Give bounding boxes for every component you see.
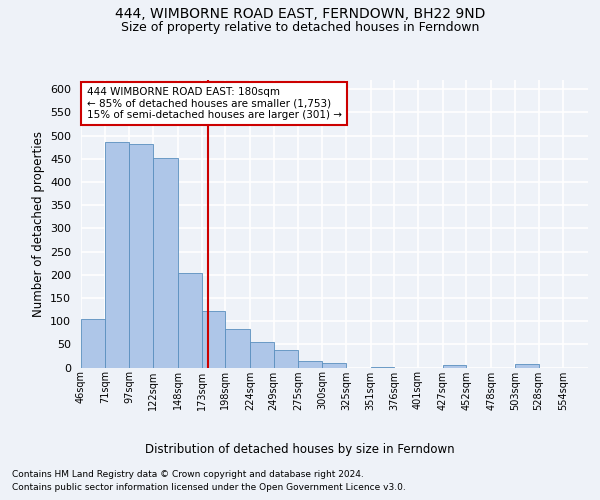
Bar (443, 365, 466, 368)
Bar (178, 274, 202, 368)
Bar (274, 350, 298, 368)
Text: Contains public sector information licensed under the Open Government Licence v3: Contains public sector information licen… (12, 482, 406, 492)
Bar (81, 319, 105, 368)
Bar (515, 364, 539, 368)
Text: Contains HM Land Registry data © Crown copyright and database right 2024.: Contains HM Land Registry data © Crown c… (12, 470, 364, 479)
Bar (322, 363, 346, 368)
Bar (105, 142, 130, 368)
Text: 444 WIMBORNE ROAD EAST: 180sqm
← 85% of detached houses are smaller (1,753)
15% : 444 WIMBORNE ROAD EAST: 180sqm ← 85% of … (86, 87, 341, 120)
Text: Size of property relative to detached houses in Ferndown: Size of property relative to detached ho… (121, 21, 479, 34)
Bar (226, 330, 250, 368)
Bar (250, 342, 274, 367)
Bar (298, 360, 322, 368)
Bar (371, 366, 394, 368)
Bar (130, 144, 153, 368)
Text: 444, WIMBORNE ROAD EAST, FERNDOWN, BH22 9ND: 444, WIMBORNE ROAD EAST, FERNDOWN, BH22 … (115, 8, 485, 22)
Text: Distribution of detached houses by size in Ferndown: Distribution of detached houses by size … (145, 442, 455, 456)
Bar (153, 158, 178, 368)
Y-axis label: Number of detached properties: Number of detached properties (32, 130, 44, 317)
Bar (202, 311, 226, 368)
